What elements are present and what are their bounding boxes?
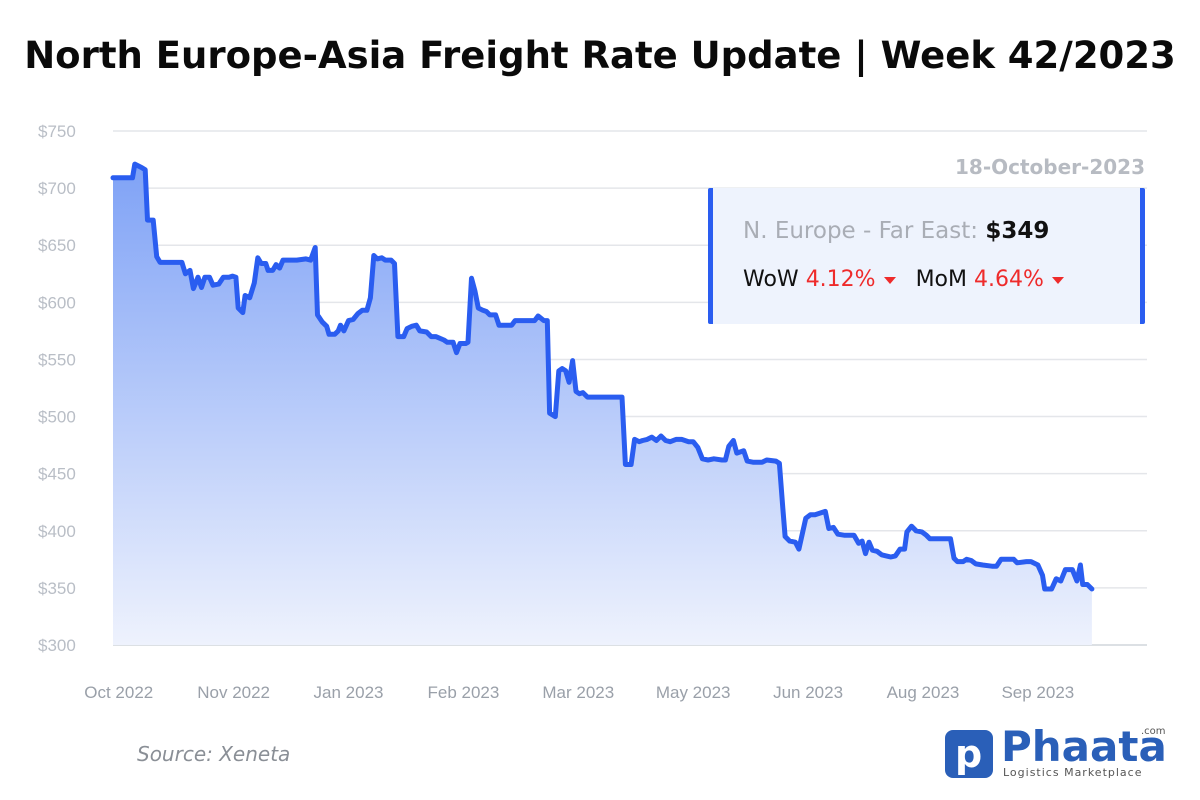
- mom-down-arrow-icon: [1051, 276, 1064, 284]
- change-line: WoW 4.12% MoM 4.64%: [743, 267, 1084, 292]
- wow-value: 4.12%: [805, 267, 876, 292]
- x-tick-label: Oct 2022: [84, 683, 153, 702]
- phaata-logo[interactable]: p Phaata .com Logistics Marketplace: [945, 722, 1167, 780]
- x-tick-label: Jun 2023: [773, 683, 843, 702]
- mom-label: MoM: [915, 267, 968, 292]
- rate-info-box: N. Europe - Far East: $349 WoW 4.12% MoM …: [708, 188, 1145, 324]
- y-tick-label: $500: [38, 408, 76, 427]
- y-tick-label: $600: [38, 293, 76, 312]
- y-tick-label: $550: [38, 350, 76, 369]
- route-rate-value: $349: [985, 218, 1050, 244]
- y-axis: $300 $350 $400 $450 $500 $550 $600 $650 $700 $750: [38, 122, 76, 655]
- x-tick-label: Aug 2023: [887, 683, 960, 702]
- logo-domain: .com: [1141, 726, 1166, 737]
- y-tick-label: $400: [38, 522, 76, 541]
- page-title: North Europe-Asia Freight Rate Update | …: [24, 34, 1176, 77]
- mom-value: 4.64%: [974, 267, 1044, 292]
- x-tick-label: Jan 2023: [314, 683, 384, 702]
- route-label: N. Europe - Far East:: [743, 218, 978, 244]
- x-tick-label: Feb 2023: [427, 683, 499, 702]
- y-tick-label: $650: [38, 236, 76, 255]
- phaata-logo-icon: p: [945, 730, 993, 778]
- x-axis: Oct 2022 Nov 2022 Jan 2023 Feb 2023 Mar 2023…: [84, 683, 1074, 702]
- wow-down-arrow-icon: [883, 276, 896, 284]
- route-line: N. Europe - Far East: $349: [743, 218, 1049, 244]
- logo-tagline: Logistics Marketplace: [1003, 766, 1143, 779]
- x-tick-label: Mar 2023: [542, 683, 614, 702]
- x-tick-label: May 2023: [656, 683, 731, 702]
- y-tick-label: $450: [38, 465, 76, 484]
- x-tick-label: Nov 2022: [197, 683, 270, 702]
- wow-label: WoW: [743, 267, 799, 292]
- x-tick-label: Sep 2023: [1001, 683, 1074, 702]
- update-date: 18-October-2023: [955, 155, 1145, 179]
- y-tick-label: $750: [38, 122, 76, 141]
- logo-name: Phaata: [1001, 722, 1167, 771]
- y-tick-label: $700: [38, 179, 76, 198]
- y-tick-label: $300: [38, 636, 76, 655]
- source-note: Source: Xeneta: [137, 742, 291, 766]
- rate-area-fill: [113, 164, 1092, 645]
- y-tick-label: $350: [38, 579, 76, 598]
- rate-series-line: [110, 161, 1095, 592]
